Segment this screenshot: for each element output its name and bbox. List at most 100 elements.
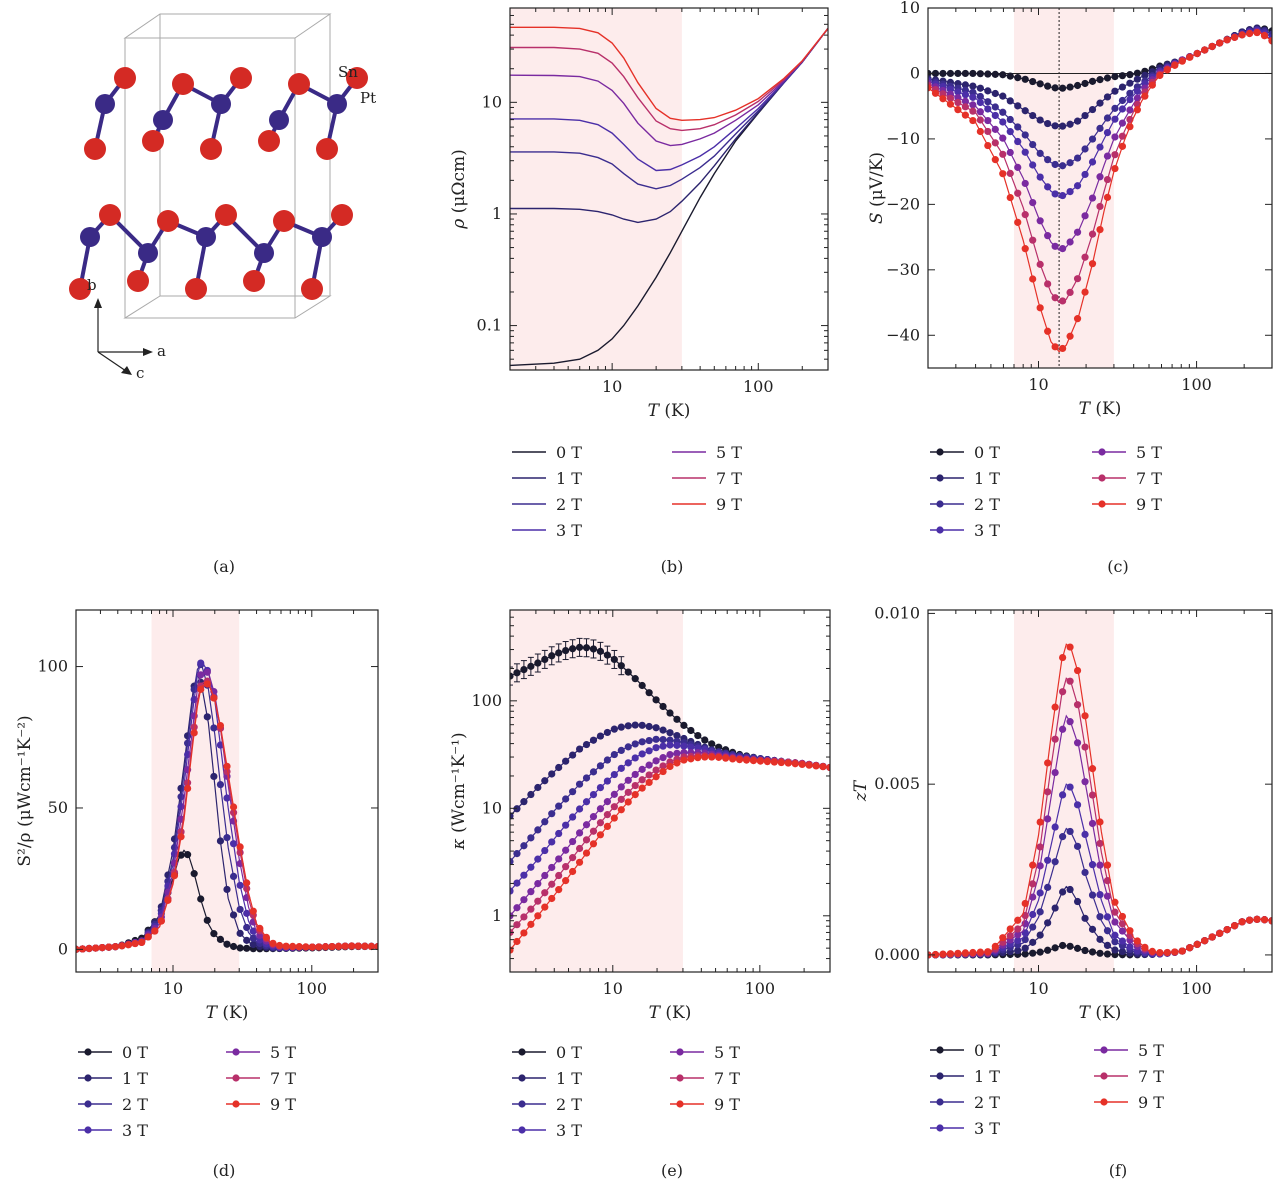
data-point xyxy=(534,879,542,888)
y-axis-label: κ (Wcm⁻¹K⁻¹) xyxy=(449,732,469,850)
data-point xyxy=(1268,37,1272,45)
legend-label: 3 T xyxy=(974,1119,1000,1138)
y-axis-label: S²/ρ (μWcm⁻¹K⁻²) xyxy=(15,715,35,866)
legend-label: 2 T xyxy=(974,495,1000,514)
data-point xyxy=(610,814,618,822)
pt-atom-bottom-0 xyxy=(80,227,100,247)
data-point xyxy=(229,809,238,817)
sn-atom-top-3 xyxy=(288,73,310,95)
legend-marker xyxy=(936,1072,944,1080)
data-point xyxy=(984,141,992,150)
y-tick-label: −30 xyxy=(886,260,920,279)
data-point xyxy=(1103,913,1112,921)
data-point xyxy=(190,870,198,878)
data-point xyxy=(1111,133,1119,141)
data-point xyxy=(1029,111,1037,120)
data-point xyxy=(603,798,611,806)
y-axis-label: zT xyxy=(851,779,871,802)
data-point xyxy=(969,116,977,125)
data-point xyxy=(596,831,605,839)
data-point xyxy=(1036,889,1044,897)
data-point xyxy=(513,879,521,887)
y-axis-symbol: S xyxy=(867,212,887,224)
data-point xyxy=(1118,142,1127,150)
data-point xyxy=(589,736,598,744)
data-point xyxy=(659,767,667,776)
data-point xyxy=(991,89,999,98)
sn-atom-bottom-2 xyxy=(215,204,237,226)
data-point xyxy=(1178,947,1186,955)
data-point xyxy=(256,924,264,932)
data-point xyxy=(520,871,528,879)
data-point xyxy=(969,93,977,101)
data-point xyxy=(1133,75,1141,83)
data-point xyxy=(1096,202,1104,211)
data-point xyxy=(1021,950,1029,958)
data-point xyxy=(1133,106,1141,114)
data-point xyxy=(1044,946,1052,954)
data-point xyxy=(624,788,632,796)
unit-cell-outline xyxy=(123,13,332,319)
data-point xyxy=(1006,932,1014,940)
data-point xyxy=(1088,819,1097,828)
data-point xyxy=(210,930,218,938)
data-point xyxy=(777,758,785,767)
data-point xyxy=(555,886,563,894)
data-point xyxy=(229,872,238,880)
data-point xyxy=(1059,191,1067,200)
data-point xyxy=(1126,106,1134,114)
data-point xyxy=(652,735,660,743)
data-point xyxy=(1081,778,1089,786)
data-point xyxy=(1260,916,1269,924)
sn-atom-bottom-6 xyxy=(127,270,149,292)
data-point xyxy=(631,781,639,790)
data-point xyxy=(749,757,758,765)
y-tick-label: 0.005 xyxy=(874,774,920,793)
data-point xyxy=(652,696,660,704)
y-tick-label: 10 xyxy=(482,92,502,111)
data-point xyxy=(1148,81,1156,89)
data-point xyxy=(1036,908,1044,916)
data-point xyxy=(589,827,598,835)
sn-atom-bottom-8 xyxy=(243,270,265,292)
legend-label: 3 T xyxy=(556,1121,582,1140)
data-point xyxy=(1126,943,1134,951)
data-point xyxy=(984,116,992,125)
legend-marker xyxy=(84,1100,92,1108)
data-point xyxy=(659,702,667,711)
data-point xyxy=(1044,119,1052,128)
data-point xyxy=(1118,105,1127,113)
legend-label: 9 T xyxy=(714,1095,740,1114)
data-point xyxy=(1111,164,1119,173)
data-point xyxy=(236,944,244,952)
data-point xyxy=(976,70,984,78)
data-point xyxy=(763,758,771,766)
y-tick-label: 1 xyxy=(492,204,502,223)
data-point xyxy=(1021,899,1029,908)
x-axis-unit: (K) xyxy=(1090,399,1121,419)
data-point xyxy=(1103,74,1112,82)
data-point xyxy=(527,790,535,799)
data-point xyxy=(961,97,969,105)
y-axis-unit: (μΩcm) xyxy=(449,149,469,218)
data-point xyxy=(961,81,969,89)
pt-atom-top-4 xyxy=(327,94,347,114)
data-point xyxy=(1073,117,1082,125)
data-point xyxy=(1066,783,1074,791)
data-point xyxy=(582,798,591,806)
data-point xyxy=(819,763,827,771)
data-point xyxy=(1021,929,1029,937)
legend-label: 5 T xyxy=(1138,1041,1164,1060)
legend-marker xyxy=(518,1074,526,1082)
data-point xyxy=(216,780,225,789)
sn-atom-bottom-1 xyxy=(157,210,179,232)
legend-marker xyxy=(936,1124,944,1132)
data-point xyxy=(610,750,618,759)
data-point xyxy=(991,942,999,950)
legend-marker xyxy=(936,474,944,482)
y-axis-label: S (μV/K) xyxy=(867,152,887,224)
data-point xyxy=(203,680,211,688)
data-point xyxy=(1148,947,1156,955)
data-point xyxy=(603,822,611,831)
data-point xyxy=(610,803,618,811)
